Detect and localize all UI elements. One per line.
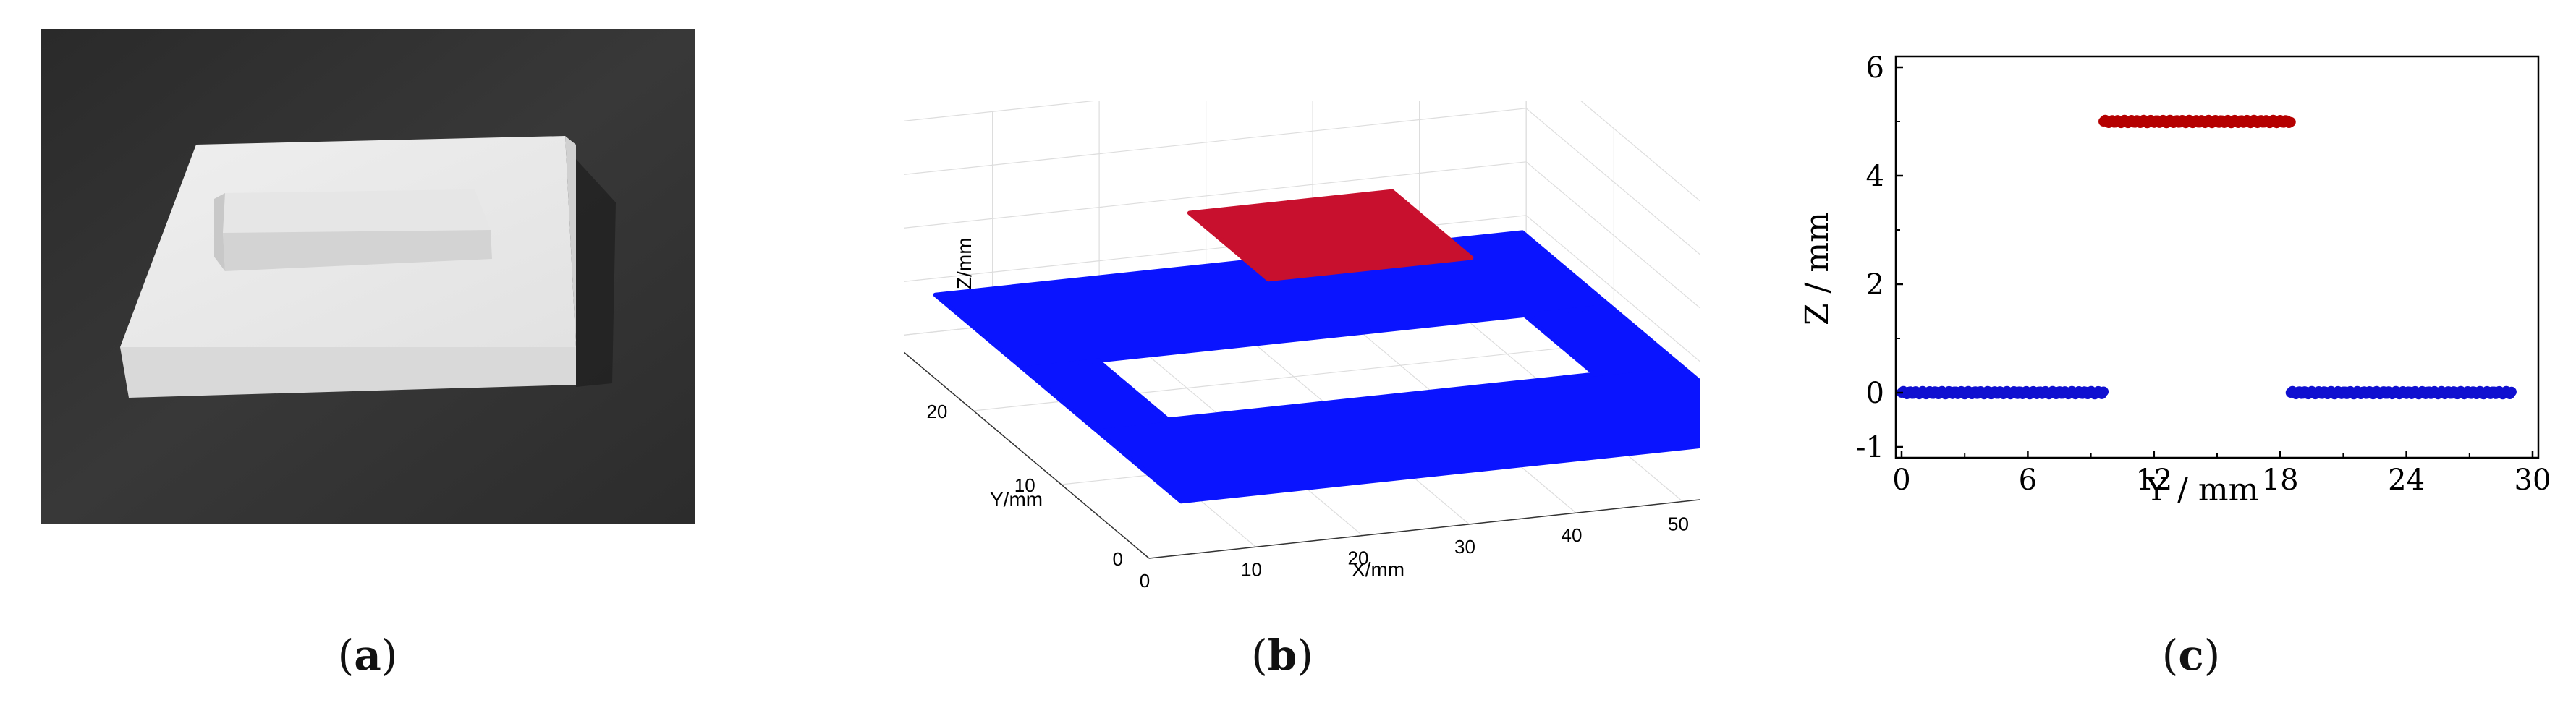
- blue-frame-back: [933, 230, 1613, 371]
- caption-a: (a): [337, 631, 398, 680]
- y-axis-label: Z / mm: [1799, 212, 1836, 325]
- grid-line: [1525, 54, 1790, 277]
- x-tick-label: 30: [1454, 536, 1475, 558]
- grid-line: [1148, 490, 1790, 559]
- specimen-photo: [41, 29, 695, 524]
- x-axis-label: Y / mm: [2145, 472, 2258, 508]
- y-tick-label: 2: [1866, 268, 1884, 302]
- x-tick-label: 10: [1241, 558, 1262, 580]
- red-plateau: [1187, 189, 1474, 282]
- z-axis-label: Z/mm: [953, 237, 975, 289]
- data-point-red-top: [2285, 116, 2296, 127]
- blue-frame-right: [1522, 304, 1683, 377]
- y-tick-label: 0: [1113, 548, 1123, 570]
- x-tick-label: 20: [1348, 547, 1369, 569]
- x-axis-line: [1148, 490, 1790, 559]
- caption-b-letter: b: [1267, 631, 1297, 680]
- blue-frame-left: [1020, 358, 1171, 430]
- data-point-blue-left: [2098, 386, 2109, 397]
- x-axis-label: X/mm: [1352, 558, 1404, 581]
- y-tick-label: 4: [1866, 160, 1884, 193]
- grid-line: [886, 161, 1527, 231]
- data-points-3d: [933, 189, 1771, 504]
- caption-a-letter: a: [354, 631, 381, 680]
- grid-line: [886, 108, 1527, 177]
- caption-b: (b): [1251, 631, 1313, 680]
- x-tick-label: 30: [2514, 464, 2551, 497]
- chart-3d-panel: 01020304050600102030-20246 X/mm Y/mm Z/m…: [839, 54, 1795, 593]
- x-tick-label: 0: [1140, 570, 1150, 592]
- x-tick-label: 12: [2135, 464, 2172, 497]
- y-tick-label: 6: [1866, 51, 1884, 85]
- y-tick-label: 0: [1866, 377, 1884, 410]
- x-tick-label: 40: [1562, 524, 1583, 546]
- data-point-blue-right: [2506, 386, 2517, 397]
- photo-panel: [41, 29, 695, 524]
- chart-3d: 01020304050600102030-20246 X/mm Y/mm Z/m…: [839, 54, 1795, 592]
- caption-c: (c): [2161, 631, 2221, 680]
- x-tick-label: 0: [1892, 464, 1910, 497]
- y-tick-label: 20: [926, 401, 947, 422]
- x-tick-label: 24: [2388, 464, 2425, 497]
- x-tick-label: 18: [2262, 464, 2299, 497]
- chart-2d-panel: 0 6 12 18 24 30 -1 0 2 4 6 Y / mm Z / mm: [1780, 29, 2576, 521]
- y-tick-label: -1: [1856, 431, 1884, 464]
- x-tick-label: 6: [2019, 464, 2037, 497]
- y-axis-line: [885, 336, 1150, 559]
- x-tick-label: 50: [1668, 513, 1689, 535]
- data-points-2d: [1897, 114, 2517, 400]
- y-axis-label: Y/mm: [990, 488, 1043, 511]
- y-tick-label: 10: [1014, 474, 1035, 496]
- grid-line: [886, 54, 1527, 124]
- caption-c-letter: c: [2178, 631, 2204, 680]
